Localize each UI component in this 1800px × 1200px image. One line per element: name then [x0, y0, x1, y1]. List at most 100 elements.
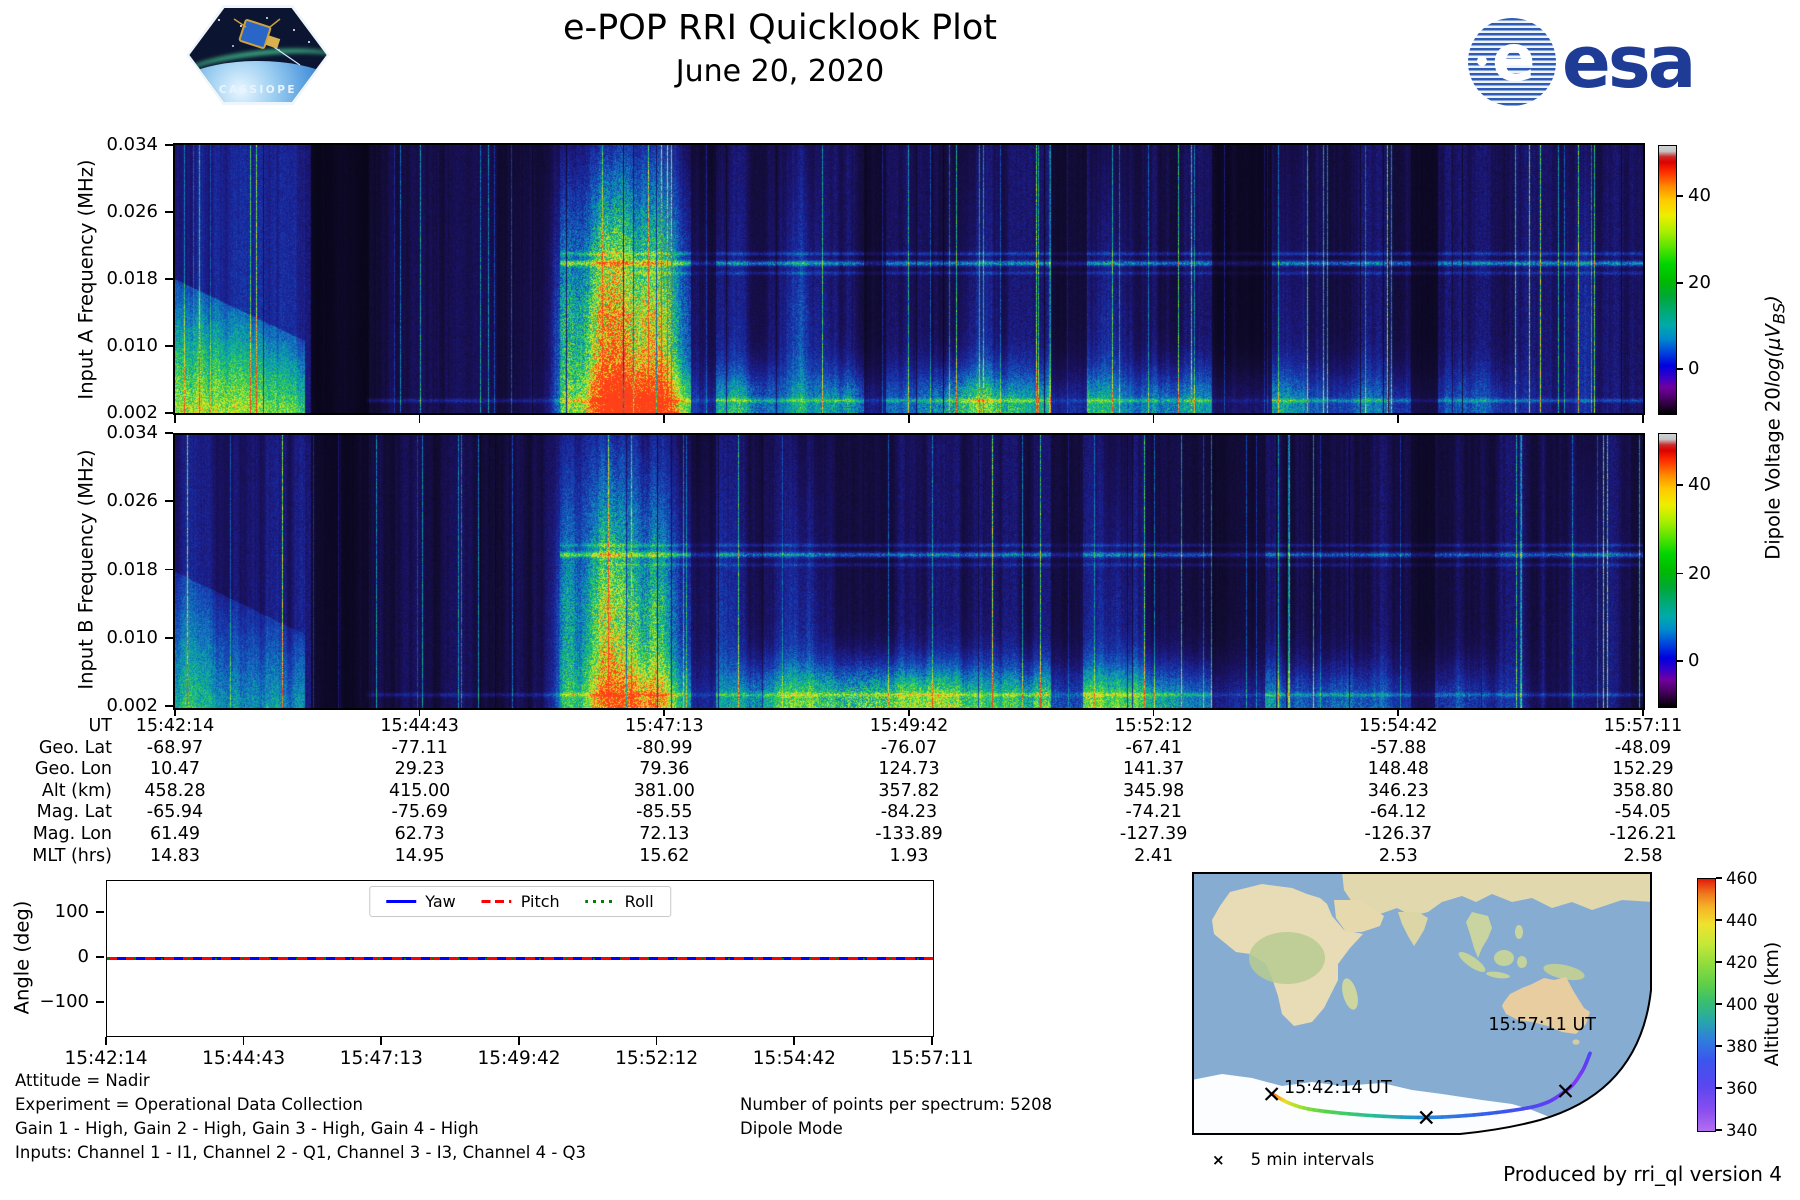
yaw-line-sample-icon — [386, 900, 417, 903]
ephemeris-value: 345.98 — [1123, 780, 1185, 801]
angle-xtick-label: 15:52:12 — [615, 1048, 699, 1069]
ephemeris-value: 2.41 — [1134, 845, 1174, 866]
colorbar-tick-mark — [1677, 282, 1683, 284]
dipole-mode-text: Dipole Mode — [740, 1119, 843, 1138]
track-end-label: 15:57:11 UT — [1488, 1015, 1596, 1035]
africa-green-region — [1249, 932, 1325, 984]
angle-ytick-label: −100 — [39, 991, 89, 1012]
produced-by-text: Produced by rri_ql version 4 — [1503, 1162, 1782, 1186]
angle-ytick-mark — [96, 911, 104, 913]
angle-plot: Yaw Pitch Roll — [106, 880, 934, 1037]
xtick-mark — [908, 708, 910, 716]
esa-e-glyph: e — [1492, 22, 1536, 97]
ephemeris-value: 15:47:13 — [625, 716, 704, 736]
colorbar-tick-label: 20 — [1688, 272, 1711, 294]
x-marker-icon: × — [1212, 1151, 1225, 1169]
australia-land — [1502, 977, 1590, 1034]
esa-wordmark: esa — [1562, 20, 1696, 104]
legend-item-yaw: Yaw — [386, 892, 456, 911]
ytick-label: 0.018 — [106, 268, 158, 289]
experiment-text: Experiment = Operational Data Collection — [15, 1095, 363, 1114]
legend-label-pitch: Pitch — [520, 892, 560, 911]
roll-line-sample-icon — [585, 900, 616, 903]
ephemeris-value: 346.23 — [1367, 780, 1429, 801]
ephemeris-row-label: Geo. Lat — [38, 737, 112, 758]
madagascar — [1342, 978, 1358, 1010]
ephemeris-value: 152.29 — [1612, 759, 1674, 780]
xtick-mark — [1152, 708, 1155, 716]
esa-logo: e esa — [1468, 18, 1696, 106]
interval-legend-label: 5 min intervals — [1250, 1150, 1375, 1169]
ytick-label: 0.002 — [106, 695, 158, 716]
ytick-label: 0.018 — [106, 558, 158, 580]
xtick-mark — [663, 415, 666, 423]
xtick-mark — [1397, 708, 1400, 716]
colorbar-label-post: ) — [1761, 295, 1785, 303]
colorbar-label-sub: BS — [1769, 302, 1789, 325]
ephemeris-value: -57.88 — [1370, 737, 1427, 758]
attitude-text: Attitude = Nadir — [15, 1071, 150, 1090]
ephemeris-value: -75.69 — [391, 802, 448, 823]
spectrogram-a-panel — [173, 143, 1645, 415]
angle-xtick-mark — [242, 1037, 245, 1045]
angle-ytick-label: 0 — [77, 946, 89, 967]
colorbar-tick-label: 0 — [1688, 357, 1700, 379]
ephemeris-value: -76.07 — [880, 737, 938, 758]
ytick-label: 0.002 — [106, 402, 158, 423]
colorbar-tick-mark — [1677, 572, 1683, 575]
alt-tick-label: 420 — [1726, 953, 1758, 972]
ytick-mark — [165, 568, 173, 571]
alt-tick-label: 400 — [1726, 995, 1758, 1014]
ephemeris-row-label: Mag. Lon — [32, 824, 112, 844]
ephemeris-value: -74.21 — [1125, 802, 1182, 823]
ephemeris-value: -126.21 — [1609, 824, 1677, 844]
xtick-mark — [174, 708, 176, 716]
inputs-text: Inputs: Channel 1 - I1, Channel 2 - Q1, … — [15, 1143, 586, 1162]
india-land — [1398, 912, 1428, 946]
angle-xtick-label: 15:57:11 — [890, 1048, 974, 1069]
angle-xtick-mark — [655, 1037, 658, 1045]
angle-xtick-label: 15:44:43 — [202, 1048, 286, 1069]
ephemeris-value: 14.95 — [394, 845, 445, 866]
ephemeris-value: 2.58 — [1623, 845, 1663, 866]
interval-legend: × 5 min intervals — [1212, 1150, 1374, 1169]
alt-tick-label: 460 — [1726, 869, 1758, 888]
ephemeris-value: 62.73 — [394, 824, 445, 844]
angle-xtick-label: 15:54:42 — [752, 1048, 836, 1069]
angle-xtick-label: 15:42:14 — [64, 1048, 148, 1069]
ephemeris-value: 15:57:11 — [1603, 716, 1683, 736]
altitude-colorbar-label: Altitude (km) — [1761, 941, 1783, 1067]
ephemeris-value: 2.53 — [1378, 845, 1418, 866]
angle-xtick-mark — [793, 1037, 796, 1045]
xtick-mark — [1397, 415, 1400, 423]
angle-xtick-label: 15:49:42 — [477, 1048, 561, 1069]
xtick-mark — [908, 415, 910, 423]
ephemeris-value: 29.23 — [394, 759, 445, 780]
gains-text: Gain 1 - High, Gain 2 - High, Gain 3 - H… — [15, 1119, 479, 1138]
angle-ytick-mark — [96, 956, 104, 958]
ephemeris-value: -48.09 — [1614, 737, 1672, 758]
xtick-mark — [174, 415, 176, 423]
colorbar-tick-mark — [1677, 483, 1683, 486]
ephemeris-value: -85.55 — [636, 802, 693, 823]
ephemeris-value: -80.99 — [636, 737, 693, 758]
ephemeris-value: 15:42:14 — [135, 716, 215, 736]
ytick-mark — [165, 500, 173, 503]
xtick-mark — [1642, 415, 1644, 423]
ephemeris-value: 458.28 — [144, 780, 206, 801]
ephemeris-value: -133.89 — [875, 824, 943, 844]
ephemeris-value: -84.23 — [880, 802, 938, 823]
ephemeris-row-label: Geo. Lon — [34, 759, 112, 780]
ephemeris-value: 148.48 — [1367, 759, 1429, 780]
ephemeris-value: -126.37 — [1364, 824, 1433, 844]
ytick-mark — [165, 211, 173, 213]
colorbar-tick-mark — [1677, 194, 1683, 197]
ephemeris-row-label: UT — [88, 716, 113, 736]
alt-tick-label: 380 — [1726, 1037, 1758, 1056]
colorbar-label: Dipole Voltage 20log(μVBS) — [1762, 127, 1789, 727]
dipole-voltage-colorbar-a — [1658, 145, 1677, 415]
philippines — [1515, 925, 1523, 939]
legend-item-roll: Roll — [585, 892, 654, 911]
ephemeris-value: 415.00 — [389, 780, 451, 801]
